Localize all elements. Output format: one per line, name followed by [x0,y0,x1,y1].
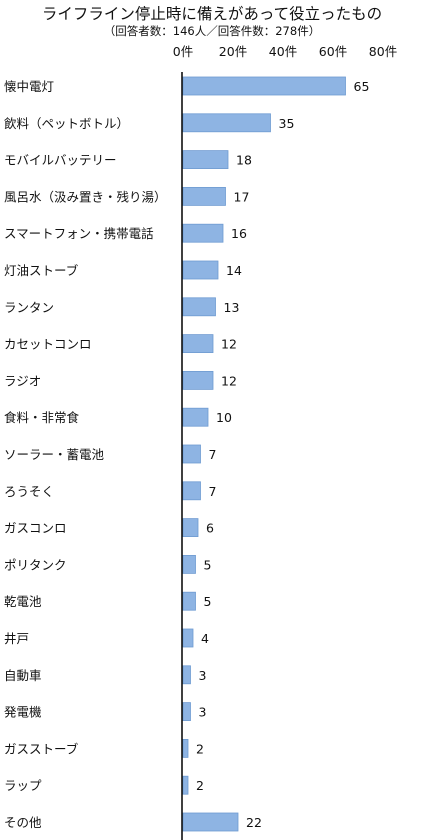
value-label: 18 [236,153,252,168]
category-label: 懐中電灯 [4,79,54,94]
category-label: スマートフォン・携帯電話 [4,226,154,241]
category-label: ガスストーブ [4,741,79,756]
value-label: 12 [221,337,237,352]
category-label: 井戸 [4,631,29,646]
x-tick-label: 80件 [369,44,397,59]
bar [182,591,196,611]
bar [182,739,189,758]
value-label: 6 [206,521,214,536]
value-label: 3 [199,705,207,720]
bar [182,555,196,574]
bar [182,370,214,390]
x-tick-label: 40件 [269,44,297,59]
category-label: 飲料（ペットボトル） [4,116,129,131]
bar [182,334,214,354]
x-tick-label: 0件 [173,44,193,59]
x-tick-label: 60件 [319,44,347,59]
value-label: 13 [224,300,240,315]
bar [182,297,216,317]
category-label: 食料・非常食 [4,410,80,425]
bar [182,628,194,648]
value-label: 10 [216,410,232,425]
value-label: 7 [209,447,217,462]
value-label: 7 [209,484,217,499]
value-label: 2 [196,778,204,793]
value-label: 14 [226,263,242,278]
bar [182,407,209,427]
category-label: 風呂水（汲み置き・残り湯） [4,189,167,204]
category-label: ラジオ [4,373,41,388]
bars [182,76,346,832]
bar [182,260,219,280]
category-label: その他 [4,815,42,830]
value-label: 17 [234,189,250,204]
category-label: 自動車 [4,668,42,683]
value-label: 65 [354,79,370,94]
category-label: 発電機 [4,705,42,720]
bar [182,775,189,795]
bar [182,223,224,243]
bar [182,113,271,133]
bar [182,76,346,96]
category-label: モバイルバッテリー [4,153,117,168]
category-label: ラップ [4,778,42,793]
category-label: カセットコンロ [4,337,92,352]
bar [182,444,201,464]
bar [182,150,229,170]
x-axis-ticks: 0件 20件 40件 60件 80件 [173,44,397,59]
value-label: 12 [221,373,237,388]
value-label: 2 [196,741,204,756]
category-label: ソーラー・蓄電池 [4,447,105,462]
category-label: 乾電池 [4,594,42,609]
value-label: 35 [279,116,295,131]
category-label: ガスコンロ [4,521,67,536]
category-label: ランタン [4,300,54,315]
x-tick-label: 20件 [219,44,247,59]
bar [182,518,199,537]
value-label: 5 [204,557,212,572]
bar [182,702,191,721]
value-label: 3 [199,668,207,683]
category-label: ろうそく [4,484,54,499]
category-label: ポリタンク [4,557,67,572]
bar [182,186,226,206]
category-label: 灯油ストーブ [4,263,79,278]
value-label: 16 [231,226,247,241]
chart-subtitle: （回答者数：146人／回答件数：278件） [103,24,321,38]
value-label: 22 [246,815,262,830]
chart-title: ライフライン停止時に備えがあって役立ったもの [41,5,383,23]
value-label: 5 [204,594,212,609]
value-label: 4 [201,631,209,646]
bar [182,812,239,832]
bar [182,665,191,685]
bar [182,481,201,501]
